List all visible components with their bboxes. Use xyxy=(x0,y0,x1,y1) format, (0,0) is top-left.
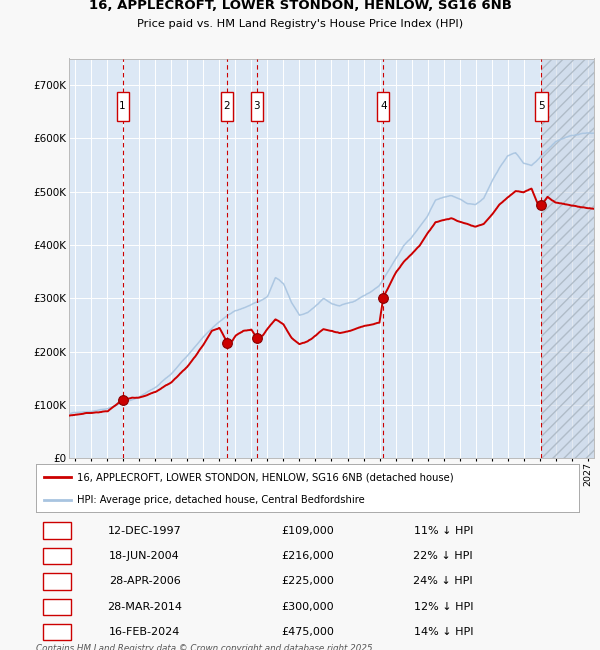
Text: 4: 4 xyxy=(53,602,60,612)
FancyBboxPatch shape xyxy=(377,92,389,122)
Text: 1: 1 xyxy=(119,101,126,111)
Text: 11% ↓ HPI: 11% ↓ HPI xyxy=(413,526,473,536)
FancyBboxPatch shape xyxy=(43,624,71,640)
Text: £225,000: £225,000 xyxy=(281,577,334,586)
Text: 2: 2 xyxy=(224,101,230,111)
Bar xyxy=(541,58,594,458)
Text: 4: 4 xyxy=(380,101,386,111)
Text: 22% ↓ HPI: 22% ↓ HPI xyxy=(413,551,473,561)
FancyBboxPatch shape xyxy=(43,573,71,590)
Text: £300,000: £300,000 xyxy=(281,602,334,612)
Text: 16, APPLECROFT, LOWER STONDON, HENLOW, SG16 6NB: 16, APPLECROFT, LOWER STONDON, HENLOW, S… xyxy=(89,0,511,12)
Text: 2: 2 xyxy=(53,551,60,561)
Text: £216,000: £216,000 xyxy=(281,551,334,561)
Text: 28-MAR-2014: 28-MAR-2014 xyxy=(107,602,182,612)
FancyBboxPatch shape xyxy=(43,548,71,564)
Text: 16-FEB-2024: 16-FEB-2024 xyxy=(109,627,180,637)
Text: 16, APPLECROFT, LOWER STONDON, HENLOW, SG16 6NB (detached house): 16, APPLECROFT, LOWER STONDON, HENLOW, S… xyxy=(77,473,454,482)
Text: 28-APR-2006: 28-APR-2006 xyxy=(109,577,181,586)
FancyBboxPatch shape xyxy=(221,92,233,122)
Text: 24% ↓ HPI: 24% ↓ HPI xyxy=(413,577,473,586)
Text: 18-JUN-2004: 18-JUN-2004 xyxy=(109,551,180,561)
Text: £475,000: £475,000 xyxy=(281,627,334,637)
Text: 1: 1 xyxy=(53,526,60,536)
FancyBboxPatch shape xyxy=(535,92,548,122)
FancyBboxPatch shape xyxy=(251,92,263,122)
Bar xyxy=(541,58,594,458)
Text: 3: 3 xyxy=(253,101,260,111)
Text: 12% ↓ HPI: 12% ↓ HPI xyxy=(413,602,473,612)
Text: 12-DEC-1997: 12-DEC-1997 xyxy=(108,526,181,536)
Text: Contains HM Land Registry data © Crown copyright and database right 2025.
This d: Contains HM Land Registry data © Crown c… xyxy=(36,644,376,650)
Text: Price paid vs. HM Land Registry's House Price Index (HPI): Price paid vs. HM Land Registry's House … xyxy=(137,19,463,29)
FancyBboxPatch shape xyxy=(43,523,71,539)
FancyBboxPatch shape xyxy=(116,92,129,122)
Text: 5: 5 xyxy=(538,101,545,111)
Text: 3: 3 xyxy=(53,577,60,586)
Text: 5: 5 xyxy=(53,627,60,637)
Text: 14% ↓ HPI: 14% ↓ HPI xyxy=(413,627,473,637)
FancyBboxPatch shape xyxy=(43,599,71,615)
Text: HPI: Average price, detached house, Central Bedfordshire: HPI: Average price, detached house, Cent… xyxy=(77,495,364,504)
Text: £109,000: £109,000 xyxy=(281,526,334,536)
